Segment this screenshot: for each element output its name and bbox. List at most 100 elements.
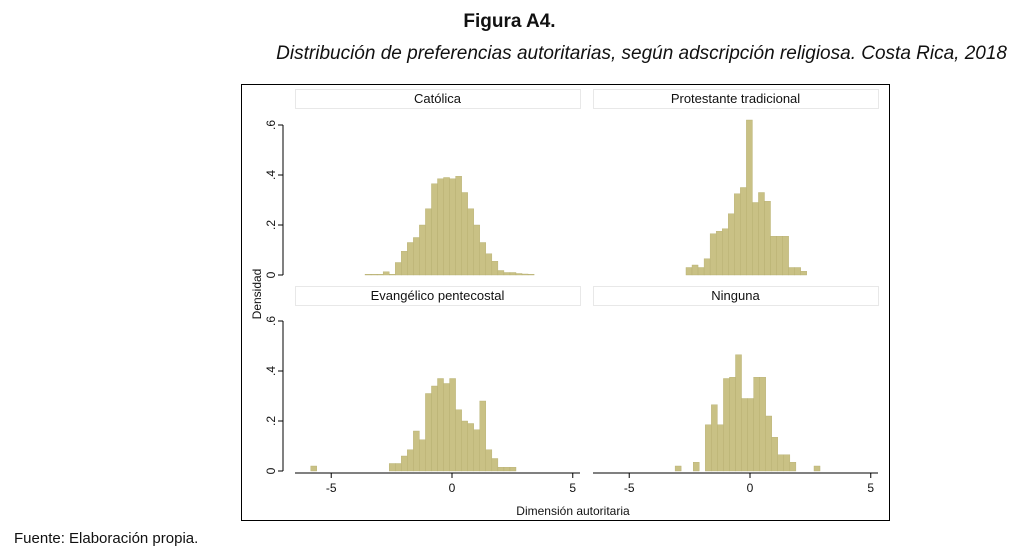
histogram-bar [515, 273, 523, 276]
panel-label: Ninguna [711, 288, 760, 303]
histogram-bar [691, 264, 699, 276]
x-axis-title: Dimensión autoritaria [516, 504, 630, 518]
histogram-bar [443, 177, 450, 276]
histogram-bar [431, 385, 438, 472]
histogram-bar [734, 193, 741, 276]
panel-label: Evangélico pentecostal [371, 288, 505, 303]
histogram-bar [407, 242, 414, 276]
histogram-bar [437, 378, 444, 472]
histogram-bar [443, 383, 450, 472]
figure-title: Figura A4. [463, 11, 556, 32]
x-tick-label: -5 [624, 481, 635, 495]
y-tick-label: 0 [264, 271, 278, 278]
y-tick-label: .2 [264, 220, 278, 230]
histogram-bar [395, 262, 402, 276]
histogram-bar [419, 439, 426, 472]
panel-strip [295, 286, 581, 306]
histogram-bar [449, 178, 456, 276]
histogram-bar [401, 251, 408, 276]
histogram-bar [777, 454, 785, 472]
histogram-bar [753, 377, 760, 472]
panel-strip [593, 89, 879, 109]
histogram-bar [503, 272, 511, 276]
histogram-bar [461, 192, 468, 276]
histogram-bar [376, 274, 384, 276]
histogram-bar [395, 463, 402, 472]
histogram-bar [715, 231, 723, 276]
histogram-bar [388, 463, 396, 472]
histogram-bar [674, 465, 682, 472]
histogram-bar [370, 274, 378, 276]
histogram-bar [419, 224, 426, 276]
histogram-bar [770, 236, 777, 276]
panel-strip [295, 89, 581, 109]
histogram-bar [485, 449, 493, 472]
panel-label: Protestante tradicional [671, 91, 800, 106]
histogram-bar [746, 119, 753, 276]
histogram-bar [509, 272, 517, 276]
histogram-bar [758, 192, 765, 276]
x-tick-label: 0 [747, 481, 754, 495]
histogram-bar [491, 261, 499, 276]
histogram-bar [485, 253, 493, 276]
panel-label: Católica [414, 91, 462, 106]
histogram-bar [729, 377, 736, 472]
histogram-bar [455, 409, 462, 472]
histogram-bar [783, 454, 791, 472]
panel-1: Católica 0 .2 .4 .6 [264, 89, 581, 278]
histogram-bar [461, 420, 468, 472]
histogram-bar [800, 271, 807, 276]
histogram-bar [413, 237, 420, 276]
histogram-bar [788, 267, 795, 276]
histogram-bar [425, 208, 432, 276]
histogram-bar [431, 183, 438, 276]
histogram-bar [364, 274, 372, 276]
histogram-bar [764, 201, 771, 276]
x-tick-label: 0 [449, 481, 456, 495]
histogram-bar [703, 258, 711, 276]
histogram-bar [473, 429, 480, 472]
histogram-bar [407, 449, 414, 472]
panel-strip [593, 286, 879, 306]
y-axis-title: Densidad [250, 269, 264, 320]
histogram-bar [789, 462, 797, 472]
histogram-bar [401, 455, 408, 472]
y-tick-label: .6 [264, 120, 278, 130]
histogram-bar [723, 378, 730, 472]
panel-2: Protestante tradicional [593, 89, 879, 276]
histogram-bar [413, 430, 420, 472]
histogram-bar [794, 267, 801, 276]
panel-4: Ninguna -5 0 5 [593, 286, 879, 495]
histogram-bar [759, 377, 766, 472]
histogram-bar [741, 398, 748, 472]
y-tick-label: .2 [264, 416, 278, 426]
histogram-bar [813, 465, 821, 472]
y-tick-label: .4 [264, 170, 278, 180]
histogram-bar [722, 228, 729, 276]
histogram-bar [776, 236, 783, 276]
histogram-bar [717, 424, 724, 472]
y-tick-label: 0 [264, 467, 278, 474]
histogram-bar [747, 398, 754, 472]
histogram-bar [685, 267, 693, 276]
figure-source: Fuente: Elaboración propia. [14, 530, 199, 547]
histogram-bar [740, 187, 747, 276]
histogram-bar [479, 400, 487, 472]
histogram-bar [437, 178, 444, 276]
histogram-bar [728, 213, 735, 276]
histogram-bar [709, 233, 717, 276]
histogram-bar [473, 224, 480, 276]
x-tick-label: 5 [569, 481, 576, 495]
histogram-bar [455, 176, 462, 276]
histogram-bar [388, 274, 396, 276]
histogram-bar [771, 437, 778, 472]
histogram-bar [752, 202, 759, 276]
y-tick-label: .6 [264, 316, 278, 326]
x-tick-label: 5 [867, 481, 874, 495]
histogram-bar [705, 424, 712, 472]
histogram-bar [497, 270, 505, 276]
histogram-bar [449, 378, 456, 472]
histogram-bar [527, 274, 535, 276]
figure-subtitle: Distribución de preferencias autoritaria… [276, 43, 1007, 64]
